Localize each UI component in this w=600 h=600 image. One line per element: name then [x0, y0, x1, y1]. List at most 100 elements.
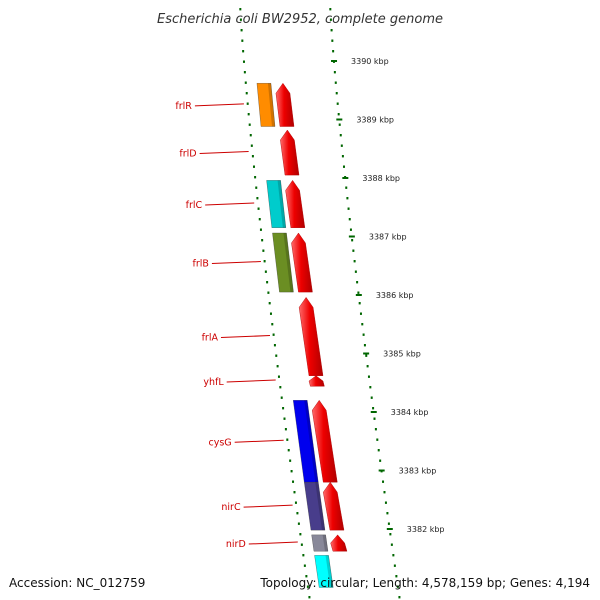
- gene-arrow: [311, 399, 338, 483]
- outer-dot: [389, 533, 392, 536]
- outer-dot: [387, 522, 390, 525]
- gene-leader-line: [220, 335, 270, 339]
- gene-arrow: [285, 179, 306, 228]
- outer-dot: [354, 270, 357, 273]
- inner-dot: [242, 60, 245, 63]
- outer-dot: [370, 396, 373, 399]
- inner-dot: [244, 81, 247, 84]
- inner-dot: [308, 596, 311, 599]
- outer-dot: [379, 459, 382, 462]
- outer-dot: [356, 281, 359, 284]
- inner-dot: [239, 18, 242, 21]
- outer-dot: [357, 291, 360, 294]
- outer-dot: [337, 113, 340, 116]
- gene-labels: frlR frlD frlC frlB frlA yhfL cysG nirC nirD: [175, 101, 298, 550]
- outer-dot: [338, 123, 341, 126]
- outer-dot: [383, 491, 386, 494]
- outer-dot: [374, 428, 377, 431]
- outer-dot: [351, 239, 354, 242]
- gene-leader-line: [211, 261, 261, 265]
- inner-dot: [266, 281, 269, 284]
- scale-tick-label: 3388 kbp: [362, 174, 400, 183]
- inner-dot: [286, 438, 289, 441]
- outer-dot: [373, 417, 376, 420]
- outer-dot: [366, 365, 369, 368]
- inner-dot: [263, 260, 266, 263]
- feature-track: [256, 83, 334, 588]
- gene-label: frlC: [186, 200, 203, 211]
- outer-dot: [392, 554, 395, 557]
- inner-dot: [254, 176, 257, 179]
- outer-dot: [359, 312, 362, 315]
- feature-block: [314, 555, 334, 588]
- outer-dot: [332, 50, 335, 53]
- gene-label: frlR: [175, 101, 192, 112]
- inner-dot: [302, 554, 305, 557]
- outer-dot: [353, 260, 356, 263]
- feature-shade: [322, 534, 328, 552]
- inner-dot: [252, 165, 255, 168]
- outer-dot: [372, 407, 375, 410]
- inner-dot: [246, 102, 249, 105]
- inner-dot: [256, 197, 259, 200]
- inner-dot: [257, 207, 260, 210]
- scale-tick-label: 3384 kbp: [391, 408, 429, 417]
- inner-dot: [264, 270, 267, 273]
- outer-dot: [361, 323, 364, 326]
- genome-summary: Topology: circular; Length: 4,578,159 bp…: [259, 576, 590, 590]
- inner-dot: [303, 564, 306, 567]
- inner-dot: [276, 365, 279, 368]
- outer-dot: [349, 228, 352, 231]
- inner-dot: [243, 71, 246, 74]
- gene-label: nirD: [226, 539, 246, 550]
- outer-dot: [335, 92, 338, 95]
- scale-tick-label: 3390 kbp: [351, 57, 389, 66]
- outer-dot: [376, 438, 379, 441]
- gene-track: [275, 82, 348, 552]
- outer-dot: [363, 344, 366, 347]
- inner-dot: [245, 92, 248, 95]
- inner-dot: [248, 123, 251, 126]
- inner-dot: [289, 459, 292, 462]
- outer-dot: [330, 29, 333, 32]
- outer-dot: [362, 333, 365, 336]
- outer-dot: [369, 386, 372, 389]
- outer-dot: [341, 155, 344, 158]
- feature-shade: [283, 232, 294, 293]
- inner-dot: [282, 407, 285, 410]
- outer-dot: [367, 375, 370, 378]
- gene-arrow: [280, 129, 300, 176]
- feature-shade: [267, 83, 276, 127]
- outer-dot: [340, 144, 343, 147]
- outer-dot: [346, 197, 349, 200]
- outer-dot: [348, 218, 351, 221]
- feature-shade: [315, 482, 325, 531]
- inner-dot: [306, 585, 309, 588]
- outer-dot: [342, 165, 345, 168]
- scale-tick-label: 3386 kbp: [376, 291, 414, 300]
- feature-shade: [277, 180, 286, 228]
- outer-dot: [377, 449, 380, 452]
- feature-block: [266, 180, 287, 228]
- inner-dot: [293, 491, 296, 494]
- inner-dot: [284, 428, 287, 431]
- inner-dot: [280, 396, 283, 399]
- accession-label: Accession: NC_012759: [9, 576, 145, 590]
- inner-dot: [279, 386, 282, 389]
- outer-dot: [395, 575, 398, 578]
- gene-arrow: [291, 232, 313, 293]
- scale-tick-label: 3385 kbp: [383, 350, 421, 359]
- gene-label: cysG: [209, 437, 232, 448]
- outer-dot: [345, 186, 348, 189]
- inner-dot: [267, 291, 270, 294]
- inner-dot: [292, 480, 295, 483]
- outer-dot: [347, 207, 350, 210]
- gene-arrow: [308, 375, 325, 387]
- inner-dot: [251, 155, 254, 158]
- inner-dot: [290, 470, 293, 473]
- outer-dot-track: [329, 8, 401, 599]
- gene-leader-line: [194, 103, 244, 107]
- gene-arrow: [275, 82, 295, 127]
- scale-tick-label: 3382 kbp: [407, 525, 445, 534]
